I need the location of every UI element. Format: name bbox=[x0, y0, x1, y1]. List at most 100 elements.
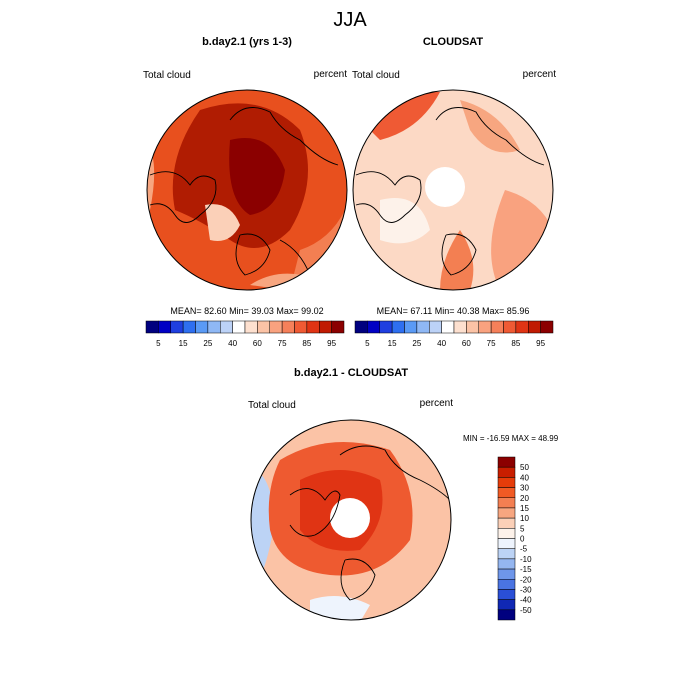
colorbar-label: 10 bbox=[520, 514, 529, 523]
colorbar-box bbox=[404, 320, 418, 334]
colorbar-box bbox=[244, 320, 258, 334]
colorbar-box bbox=[257, 320, 270, 334]
map-field bbox=[353, 90, 553, 290]
colorbar-box bbox=[367, 320, 380, 334]
colorbar-box bbox=[497, 497, 516, 509]
colorbar-box bbox=[497, 538, 516, 549]
coastlines bbox=[355, 107, 545, 276]
left-label: Total cloud bbox=[143, 70, 191, 81]
colorbar-box bbox=[306, 320, 320, 334]
colorbar-label: -50 bbox=[520, 606, 532, 615]
coastlines bbox=[289, 445, 451, 601]
panel-title: CLOUDSAT bbox=[423, 36, 484, 48]
colorbar-box bbox=[269, 320, 283, 334]
colorbar-box bbox=[497, 589, 516, 600]
colorbar-label: 25 bbox=[412, 339, 421, 348]
panel-title: b.day2.1 (yrs 1-3) bbox=[202, 36, 292, 48]
colorbar-label: 95 bbox=[327, 339, 336, 348]
stats: MEAN= 67.11 Min= 40.38 Max= 85.96 bbox=[377, 306, 530, 316]
colorbar-box bbox=[319, 320, 332, 334]
map-field bbox=[251, 420, 451, 620]
colorbar-label: -15 bbox=[520, 565, 532, 574]
colorbar-box bbox=[497, 466, 516, 478]
colorbar-box bbox=[207, 320, 221, 334]
stats: MIN = -16.59 MAX = 48.99 bbox=[463, 434, 559, 443]
colorbar-label: 5 bbox=[365, 339, 370, 348]
left-label: Total cloud bbox=[248, 400, 296, 411]
colorbar-box bbox=[497, 477, 516, 488]
colorbar-label: 5 bbox=[156, 339, 161, 348]
figure-title: JJA bbox=[333, 9, 367, 31]
colorbar-label: 0 bbox=[520, 535, 525, 544]
colorbar-box bbox=[416, 320, 430, 334]
colorbar-box bbox=[497, 599, 516, 611]
left-label: Total cloud bbox=[352, 70, 400, 81]
colorbar-box bbox=[478, 320, 492, 334]
colorbar-box bbox=[453, 320, 467, 334]
stats: MEAN= 82.60 Min= 39.03 Max= 99.02 bbox=[170, 306, 323, 316]
colorbar-box bbox=[379, 320, 393, 334]
colorbar-label: 40 bbox=[437, 339, 446, 348]
colorbar-label: 25 bbox=[203, 339, 212, 348]
colorbar-box bbox=[497, 568, 516, 580]
colorbar-box bbox=[170, 320, 184, 334]
colorbar-label: -30 bbox=[520, 585, 532, 594]
colorbar-box bbox=[497, 517, 516, 529]
colorbar-label: 75 bbox=[487, 339, 496, 348]
colorbar-label: 30 bbox=[520, 484, 529, 493]
colorbar-label: 40 bbox=[228, 339, 237, 348]
colorbar-box bbox=[441, 320, 455, 334]
colorbar-box bbox=[497, 548, 516, 560]
colorbar-box bbox=[232, 320, 246, 334]
colorbar-box bbox=[497, 558, 516, 570]
colorbar-label: 85 bbox=[511, 339, 520, 348]
map-border bbox=[352, 89, 554, 291]
colorbar-label: -10 bbox=[520, 555, 532, 564]
colorbar-label: -5 bbox=[520, 545, 528, 554]
map-border bbox=[250, 419, 452, 621]
colorbar-box bbox=[294, 320, 308, 334]
colorbar-box bbox=[497, 609, 516, 621]
colorbar-box bbox=[490, 320, 504, 334]
colorbar-box bbox=[540, 320, 554, 334]
colorbar-label: 50 bbox=[520, 463, 529, 472]
colorbar-box bbox=[182, 320, 196, 334]
colorbar-box bbox=[497, 487, 516, 498]
colorbar-box bbox=[503, 320, 517, 334]
colorbar-box bbox=[429, 320, 442, 334]
colorbar-label: 20 bbox=[520, 494, 529, 503]
colorbar-label: 95 bbox=[536, 339, 545, 348]
right-label: percent bbox=[314, 69, 348, 80]
colorbar-box bbox=[497, 507, 516, 519]
colorbar-box bbox=[466, 320, 479, 334]
colorbar-box bbox=[391, 320, 405, 334]
colorbar-box bbox=[195, 320, 209, 334]
right-label: percent bbox=[420, 398, 454, 409]
colorbar-box bbox=[331, 320, 345, 334]
colorbar-box bbox=[497, 579, 516, 590]
colorbar-box bbox=[220, 320, 233, 334]
colorbar-box bbox=[497, 456, 516, 468]
map-border bbox=[146, 89, 348, 291]
colorbar-label: 60 bbox=[253, 339, 262, 348]
colorbar-box bbox=[497, 528, 516, 539]
right-label: percent bbox=[523, 69, 557, 80]
colorbar-label: 15 bbox=[388, 339, 397, 348]
colorbar-label: 15 bbox=[520, 504, 529, 513]
colorbar-box bbox=[281, 320, 295, 334]
colorbar-label: 15 bbox=[179, 339, 188, 348]
panel-title: b.day2.1 - CLOUDSAT bbox=[294, 367, 408, 379]
colorbar-box bbox=[515, 320, 529, 334]
colorbar-label: 60 bbox=[462, 339, 471, 348]
colorbar-label: 40 bbox=[520, 473, 529, 482]
colorbar-box bbox=[145, 320, 159, 334]
colorbar-box bbox=[354, 320, 368, 334]
colorbar-box bbox=[158, 320, 171, 334]
colorbar-label: -20 bbox=[520, 575, 532, 584]
colorbar-label: -40 bbox=[520, 596, 532, 605]
colorbar-label: 85 bbox=[302, 339, 311, 348]
colorbar-box bbox=[528, 320, 541, 334]
colorbar-label: 75 bbox=[278, 339, 287, 348]
colorbar-label: 5 bbox=[520, 524, 525, 533]
